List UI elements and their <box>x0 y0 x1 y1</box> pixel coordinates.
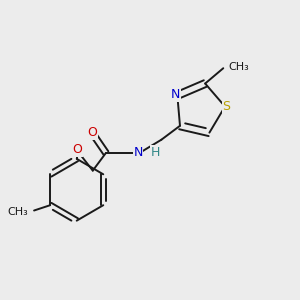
Text: CH₃: CH₃ <box>8 207 28 217</box>
Text: S: S <box>222 100 230 113</box>
Text: H: H <box>151 146 160 159</box>
Text: CH₃: CH₃ <box>229 62 249 72</box>
Text: N: N <box>171 88 181 101</box>
Text: O: O <box>72 143 82 157</box>
Text: O: O <box>87 126 97 139</box>
Text: N: N <box>134 146 143 159</box>
